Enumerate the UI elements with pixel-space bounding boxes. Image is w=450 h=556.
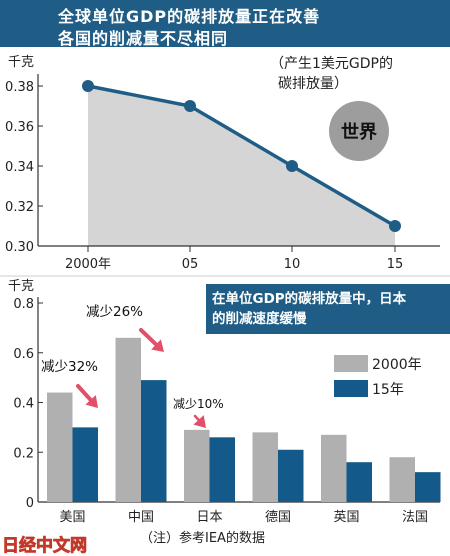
line-note: （产生1美元GDP的碳排放量） — [270, 56, 393, 92]
legend-label-2015: 15年 — [372, 382, 404, 398]
source-note: （注）参考IEA的数据 — [140, 530, 265, 546]
bar-ytick-label: 0.4 — [13, 397, 34, 412]
line-point — [184, 100, 196, 112]
bar-2000 — [47, 392, 73, 502]
reduction-arrow-head — [151, 339, 164, 352]
bar-ytick-label: 0.2 — [13, 446, 34, 461]
reduction-annotation: 减少26% — [86, 304, 143, 320]
line-ylabel: 千克 — [8, 55, 34, 70]
line-xtick-label: 05 — [182, 257, 199, 272]
bar-category-label: 日本 — [196, 510, 222, 525]
callout-text: 在单位GDP的碳排放量中，日本的削减速度缓慢 — [212, 290, 407, 327]
reduction-arrow — [139, 328, 159, 347]
bar-category-label: 中国 — [128, 510, 154, 525]
reduction-arrow-head — [85, 395, 98, 408]
legend-label-2000: 2000年 — [372, 357, 422, 373]
bar-2015 — [415, 472, 441, 502]
world-badge — [329, 101, 389, 161]
bar-2015 — [141, 380, 167, 502]
title-line-2: 各国的削减量不尽相同 — [58, 29, 229, 48]
reduction-arrow — [193, 414, 200, 422]
line-xtick-label: 2000年 — [65, 257, 111, 272]
bar-ytick-label: 0.6 — [13, 347, 34, 362]
line-xtick-label: 10 — [284, 257, 301, 272]
bar-ytick-label: 0 — [26, 496, 34, 511]
line-point — [389, 220, 401, 232]
line-series — [87, 84, 396, 228]
bar-2000 — [184, 429, 210, 502]
line-xtick-label: 15 — [387, 257, 404, 272]
world-badge-label: 世界 — [341, 122, 377, 143]
line-ytick-label: 0.30 — [5, 240, 34, 255]
header-banner: 全球单位GDP的碳排放量正在改善 各国的削减量不尽相同 — [0, 0, 450, 48]
reduction-arrow-head — [193, 415, 206, 428]
bar-2015 — [278, 449, 304, 502]
bar-category-label: 法国 — [402, 510, 428, 525]
bar-2015 — [346, 462, 372, 502]
line-point — [82, 80, 94, 92]
bar-category-label: 德国 — [265, 510, 291, 525]
line-ytick-label: 0.34 — [5, 160, 34, 175]
callout-box — [206, 284, 450, 334]
reduction-annotation: 减少10% — [173, 397, 224, 411]
title-line-1: 全球单位GDP的碳排放量正在改善 — [58, 7, 321, 26]
reduction-arrow — [76, 384, 93, 402]
bar-2015 — [72, 427, 98, 502]
line-point — [286, 160, 298, 172]
bar-2015 — [209, 437, 235, 502]
bar-2000 — [115, 337, 141, 502]
bar-2000 — [252, 432, 278, 502]
bar-ytick-label: 0.8 — [13, 297, 34, 312]
reduction-annotation: 减少32% — [41, 359, 98, 375]
watermark-logo: 日经中文网 — [2, 535, 87, 556]
line-ytick-label: 0.32 — [5, 200, 34, 215]
bar-category-label: 英国 — [333, 510, 359, 525]
legend-swatch-2000 — [334, 355, 368, 372]
bar-category-label: 美国 — [59, 510, 85, 525]
bar-2000 — [389, 457, 415, 502]
line-ytick-label: 0.36 — [5, 120, 34, 135]
legend-swatch-2015 — [334, 380, 368, 397]
bar-2000 — [321, 434, 347, 502]
line-ytick-label: 0.38 — [5, 80, 34, 95]
bar-ylabel: 千克 — [8, 279, 34, 294]
line-area — [88, 86, 395, 246]
